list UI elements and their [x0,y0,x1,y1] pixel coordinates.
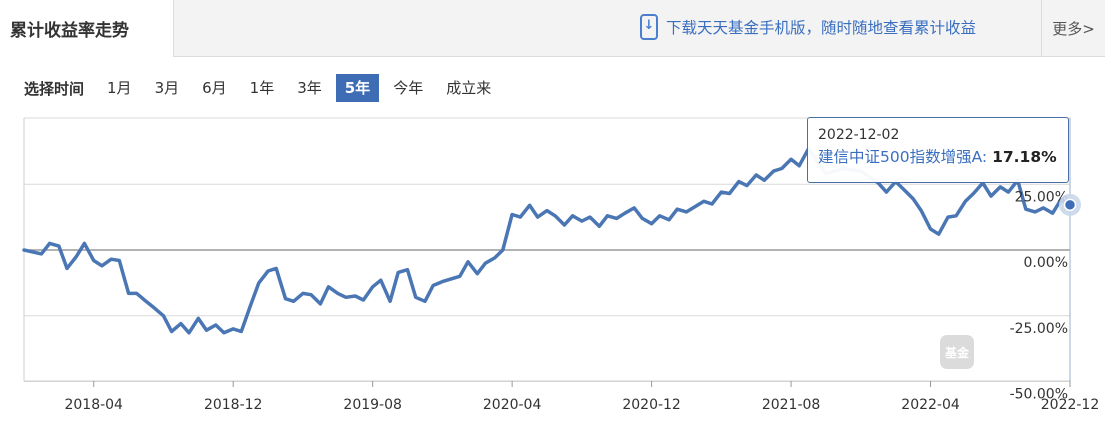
app-download-promo[interactable]: 下载天天基金手机版，随时随地查看累计收益 [640,12,976,42]
time-range-label: 选择时间 [24,79,85,98]
y-tick-label: 25.00% [1015,189,1068,205]
promo-text[interactable]: 下载天天基金手机版，随时随地查看累计收益 [666,19,977,37]
y-tick-label: -50.00% [1010,387,1068,403]
watermark-logo: 基金 [940,335,974,369]
tooltip-series-name: 建信中证500指数增强A: [818,148,988,166]
range-1y-button[interactable]: 1年 [249,79,275,97]
tooltip-date: 2022-12-02 [818,127,900,143]
tooltip-value: 17.18% [992,148,1057,166]
chart-tooltip: 2022-12-02 建信中证500指数增强A: 17.18% [807,117,1069,183]
tooltip-series-line: 建信中证500指数增强A: 17.18% [818,146,1058,168]
y-tick-label: -25.00% [1010,321,1068,337]
x-tick-label: 2020-04 [483,397,542,413]
more-link[interactable]: 更多> [1041,0,1105,56]
x-tick-label: 2018-04 [64,397,123,413]
x-tick-label: 2018-12 [204,397,263,413]
range-6m-button[interactable]: 6月 [202,79,227,97]
hover-point [1063,198,1077,212]
range-ytd-button[interactable]: 今年 [393,79,424,97]
tab-title: 累计收益率走势 [10,21,129,41]
mobile-download-icon [640,14,658,40]
range-5y-button[interactable]: 5年 [335,74,380,102]
tab-cumulative-return[interactable]: 累计收益率走势 [0,0,174,57]
range-since-inception-button[interactable]: 成立来 [446,79,492,97]
range-3y-button[interactable]: 3年 [297,79,322,97]
time-range-selector: 选择时间 1月 3月 6月 1年 3年 5年 今年 成立来 [24,73,505,103]
range-3m-button[interactable]: 3月 [154,79,180,97]
x-tick-label: 2020-12 [622,397,681,413]
x-tick-label: 2022-12 [1041,397,1100,413]
y-tick-label: 0.00% [1024,255,1068,271]
series-line [22,146,1072,335]
x-tick-label: 2019-08 [343,397,402,413]
cumulative-return-chart[interactable]: 2018-04 2018-12 2019-08 2020-04 2020-12 2021-… [0,108,1105,433]
header-bar: 累计收益率走势 下载天天基金手机版，随时随地查看累计收益 更多> [0,0,1105,57]
x-tick-label: 2022-04 [901,397,960,413]
x-tick-label: 2021-08 [762,397,821,413]
tiantian-fund-watermark: 基金 [940,335,979,369]
range-1m-button[interactable]: 1月 [107,79,132,97]
